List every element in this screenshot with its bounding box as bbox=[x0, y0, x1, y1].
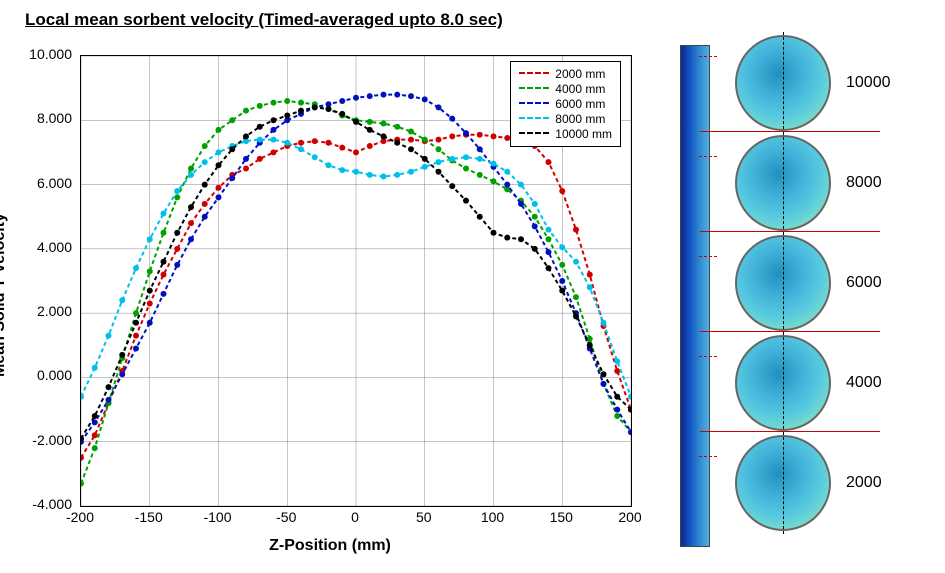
y-tick-label: 10.000 bbox=[10, 46, 72, 62]
y-tick-label: -4.000 bbox=[10, 496, 72, 512]
legend-item: 10000 mm bbox=[519, 127, 612, 141]
x-tick-label: 0 bbox=[351, 509, 359, 525]
plot-area: 2000 mm4000 mm6000 mm8000 mm10000 mm bbox=[80, 55, 632, 507]
slice-row: 2000 bbox=[735, 435, 891, 531]
x-axis-label: Z-Position (mm) bbox=[269, 537, 391, 555]
legend-label: 4000 mm bbox=[555, 82, 605, 96]
legend: 2000 mm4000 mm6000 mm8000 mm10000 mm bbox=[510, 61, 621, 147]
y-tick-label: 8.000 bbox=[10, 110, 72, 126]
slice-divider bbox=[700, 231, 880, 232]
legend-swatch bbox=[519, 102, 549, 106]
slice-stack: 10000 8000 6000 4000 2000 bbox=[735, 35, 891, 531]
column-mark bbox=[699, 356, 717, 357]
x-tick-label: 50 bbox=[416, 509, 432, 525]
y-tick-label: -2.000 bbox=[10, 432, 72, 448]
column-mark bbox=[699, 256, 717, 257]
y-axis-label: Mean Solid Y Velocity bbox=[0, 213, 9, 377]
slice-disc bbox=[735, 435, 831, 531]
column-mark bbox=[699, 456, 717, 457]
legend-label: 10000 mm bbox=[555, 127, 612, 141]
slice-row: 10000 bbox=[735, 35, 891, 131]
slice-row: 8000 bbox=[735, 135, 891, 231]
main-area: Mean Solid Y Velocity Z-Position (mm) 20… bbox=[10, 35, 935, 555]
legend-swatch bbox=[519, 117, 549, 121]
legend-label: 6000 mm bbox=[555, 97, 605, 111]
column-mark bbox=[699, 56, 717, 57]
x-tick-label: -50 bbox=[276, 509, 296, 525]
slice-label: 2000 bbox=[846, 474, 882, 492]
legend-label: 8000 mm bbox=[555, 112, 605, 126]
y-tick-label: 6.000 bbox=[10, 175, 72, 191]
slice-disc bbox=[735, 135, 831, 231]
slice-label: 10000 bbox=[846, 74, 891, 92]
slice-label: 8000 bbox=[846, 174, 882, 192]
legend-item: 6000 mm bbox=[519, 97, 612, 111]
chart-container: Mean Solid Y Velocity Z-Position (mm) 20… bbox=[10, 35, 650, 555]
x-tick-label: 200 bbox=[618, 509, 641, 525]
x-tick-label: -150 bbox=[135, 509, 163, 525]
legend-item: 2000 mm bbox=[519, 67, 612, 81]
slice-disc bbox=[735, 35, 831, 131]
legend-item: 8000 mm bbox=[519, 112, 612, 126]
slice-row: 6000 bbox=[735, 235, 891, 331]
y-tick-label: 2.000 bbox=[10, 303, 72, 319]
chart-title: Local mean sorbent velocity (Timed-avera… bbox=[25, 10, 935, 30]
y-tick-label: 0.000 bbox=[10, 367, 72, 383]
legend-swatch bbox=[519, 132, 549, 136]
x-tick-label: 150 bbox=[550, 509, 573, 525]
slice-disc bbox=[735, 335, 831, 431]
slice-divider bbox=[700, 131, 880, 132]
slice-label: 6000 bbox=[846, 274, 882, 292]
legend-swatch bbox=[519, 72, 549, 76]
column-diagram bbox=[680, 45, 710, 547]
slice-disc bbox=[735, 235, 831, 331]
legend-swatch bbox=[519, 87, 549, 91]
x-tick-label: -100 bbox=[203, 509, 231, 525]
slice-divider bbox=[700, 431, 880, 432]
x-tick-label: 100 bbox=[481, 509, 504, 525]
slice-divider bbox=[700, 331, 880, 332]
slice-row: 4000 bbox=[735, 335, 891, 431]
legend-item: 4000 mm bbox=[519, 82, 612, 96]
y-tick-label: 4.000 bbox=[10, 239, 72, 255]
slice-label: 4000 bbox=[846, 374, 882, 392]
legend-label: 2000 mm bbox=[555, 67, 605, 81]
column-mark bbox=[699, 156, 717, 157]
